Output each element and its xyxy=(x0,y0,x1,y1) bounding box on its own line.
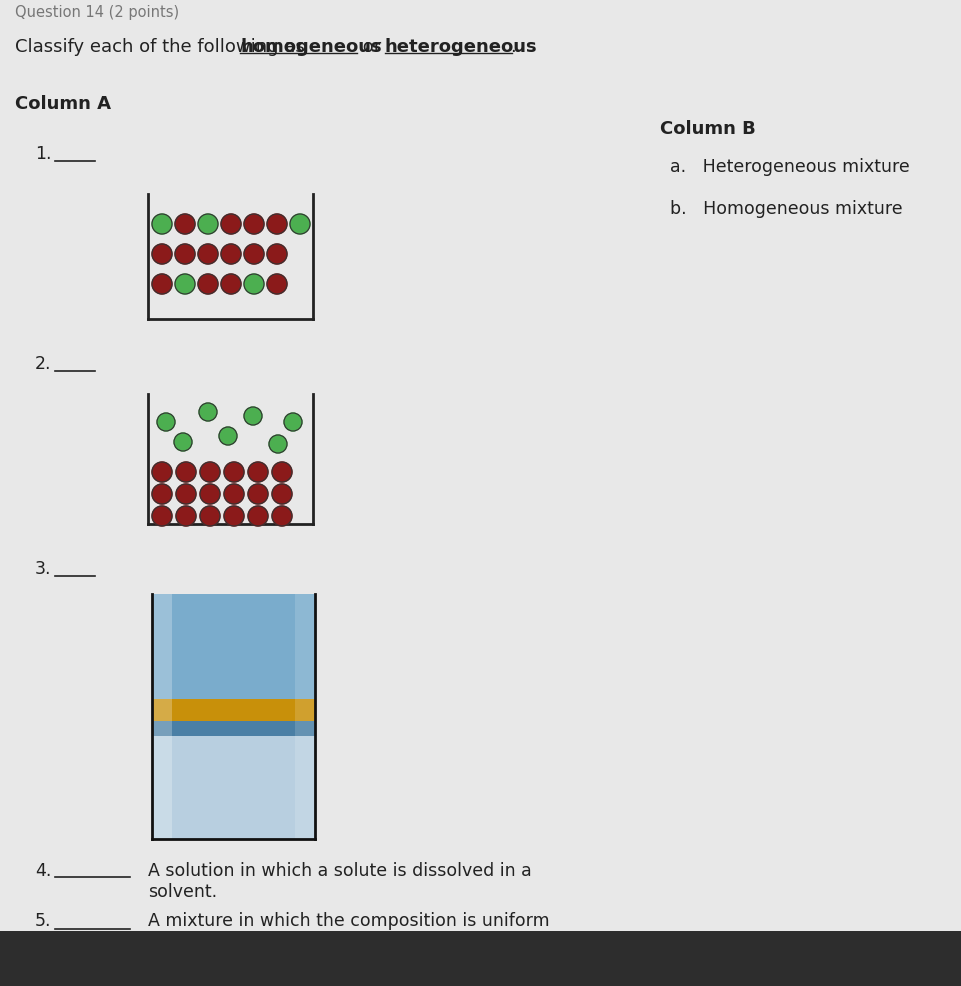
Circle shape xyxy=(152,215,172,235)
Circle shape xyxy=(152,507,172,527)
Text: a.   Heterogeneous mixture: a. Heterogeneous mixture xyxy=(670,158,910,176)
Text: Column A: Column A xyxy=(15,95,111,112)
Circle shape xyxy=(174,434,192,452)
Text: 2.: 2. xyxy=(35,355,52,373)
Bar xyxy=(152,595,315,722)
Bar xyxy=(295,595,315,839)
Text: A mixture in which the composition is uniform
throughout.: A mixture in which the composition is un… xyxy=(148,911,550,950)
Circle shape xyxy=(175,245,195,264)
Circle shape xyxy=(200,484,220,505)
Text: 4.: 4. xyxy=(35,861,51,880)
Circle shape xyxy=(272,507,292,527)
Text: 3.: 3. xyxy=(35,559,52,578)
Circle shape xyxy=(244,275,264,295)
Circle shape xyxy=(152,462,172,482)
Circle shape xyxy=(269,436,287,454)
Circle shape xyxy=(267,215,287,235)
Circle shape xyxy=(221,275,241,295)
Bar xyxy=(152,737,315,839)
Circle shape xyxy=(198,275,218,295)
Bar xyxy=(152,595,172,839)
Circle shape xyxy=(200,462,220,482)
Circle shape xyxy=(244,245,264,264)
Circle shape xyxy=(248,484,268,505)
Circle shape xyxy=(157,413,175,432)
Circle shape xyxy=(284,413,302,432)
Text: heterogeneous: heterogeneous xyxy=(385,38,537,56)
Text: 1.: 1. xyxy=(35,145,52,163)
Circle shape xyxy=(152,275,172,295)
Circle shape xyxy=(221,245,241,264)
Circle shape xyxy=(176,484,196,505)
Text: Classify each of the following as: Classify each of the following as xyxy=(15,38,310,56)
Circle shape xyxy=(176,462,196,482)
Circle shape xyxy=(199,403,217,422)
Circle shape xyxy=(248,462,268,482)
Circle shape xyxy=(219,428,237,446)
Circle shape xyxy=(221,215,241,235)
Circle shape xyxy=(224,507,244,527)
Text: or: or xyxy=(357,38,387,56)
Circle shape xyxy=(244,407,262,426)
Circle shape xyxy=(248,507,268,527)
Text: A solution in which a solute is dissolved in a
solvent.: A solution in which a solute is dissolve… xyxy=(148,861,531,900)
Circle shape xyxy=(198,245,218,264)
Circle shape xyxy=(267,245,287,264)
Text: b.   Homogeneous mixture: b. Homogeneous mixture xyxy=(670,200,902,218)
Circle shape xyxy=(290,215,310,235)
Circle shape xyxy=(152,245,172,264)
Bar xyxy=(0,931,961,986)
Text: Column B: Column B xyxy=(660,120,755,138)
Circle shape xyxy=(175,215,195,235)
Circle shape xyxy=(198,215,218,235)
Circle shape xyxy=(272,484,292,505)
Circle shape xyxy=(272,462,292,482)
Circle shape xyxy=(152,484,172,505)
Text: 5.: 5. xyxy=(35,911,52,929)
Circle shape xyxy=(176,507,196,527)
Circle shape xyxy=(200,507,220,527)
Text: .: . xyxy=(510,38,516,56)
Circle shape xyxy=(224,462,244,482)
Circle shape xyxy=(175,275,195,295)
Circle shape xyxy=(224,484,244,505)
Circle shape xyxy=(244,215,264,235)
Circle shape xyxy=(267,275,287,295)
Text: Question 14 (2 points): Question 14 (2 points) xyxy=(15,5,179,20)
Bar xyxy=(152,595,315,839)
Text: homogeneous: homogeneous xyxy=(240,38,382,56)
Bar xyxy=(152,700,315,722)
